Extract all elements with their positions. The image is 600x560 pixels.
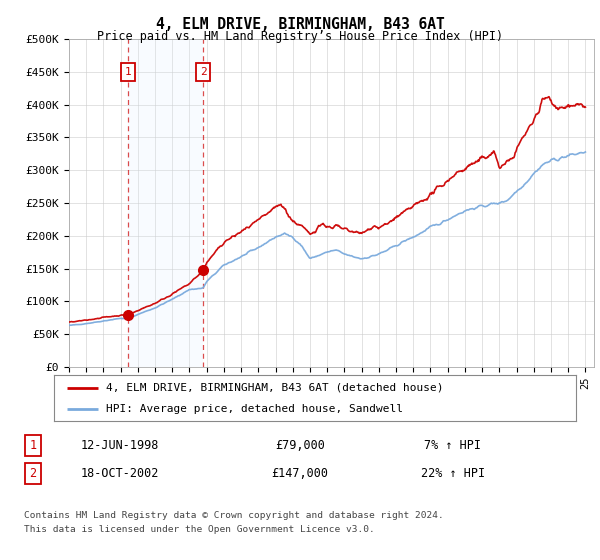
Text: £147,000: £147,000 xyxy=(271,466,329,480)
Text: 22% ↑ HPI: 22% ↑ HPI xyxy=(421,466,485,480)
Text: 4, ELM DRIVE, BIRMINGHAM, B43 6AT: 4, ELM DRIVE, BIRMINGHAM, B43 6AT xyxy=(155,17,445,32)
Text: This data is licensed under the Open Government Licence v3.0.: This data is licensed under the Open Gov… xyxy=(24,525,375,534)
Text: 4, ELM DRIVE, BIRMINGHAM, B43 6AT (detached house): 4, ELM DRIVE, BIRMINGHAM, B43 6AT (detac… xyxy=(106,382,444,393)
Text: £79,000: £79,000 xyxy=(275,438,325,452)
Bar xyxy=(128,39,203,367)
Text: 18-OCT-2002: 18-OCT-2002 xyxy=(81,466,159,480)
Text: HPI: Average price, detached house, Sandwell: HPI: Average price, detached house, Sand… xyxy=(106,404,403,414)
Text: Price paid vs. HM Land Registry’s House Price Index (HPI): Price paid vs. HM Land Registry’s House … xyxy=(97,30,503,43)
Text: Contains HM Land Registry data © Crown copyright and database right 2024.: Contains HM Land Registry data © Crown c… xyxy=(24,511,444,520)
Text: 2: 2 xyxy=(200,67,206,77)
Text: 1: 1 xyxy=(125,67,131,77)
Text: 2: 2 xyxy=(29,466,37,480)
Text: 7% ↑ HPI: 7% ↑ HPI xyxy=(425,438,482,452)
Text: 1: 1 xyxy=(29,438,37,452)
Text: 12-JUN-1998: 12-JUN-1998 xyxy=(81,438,159,452)
